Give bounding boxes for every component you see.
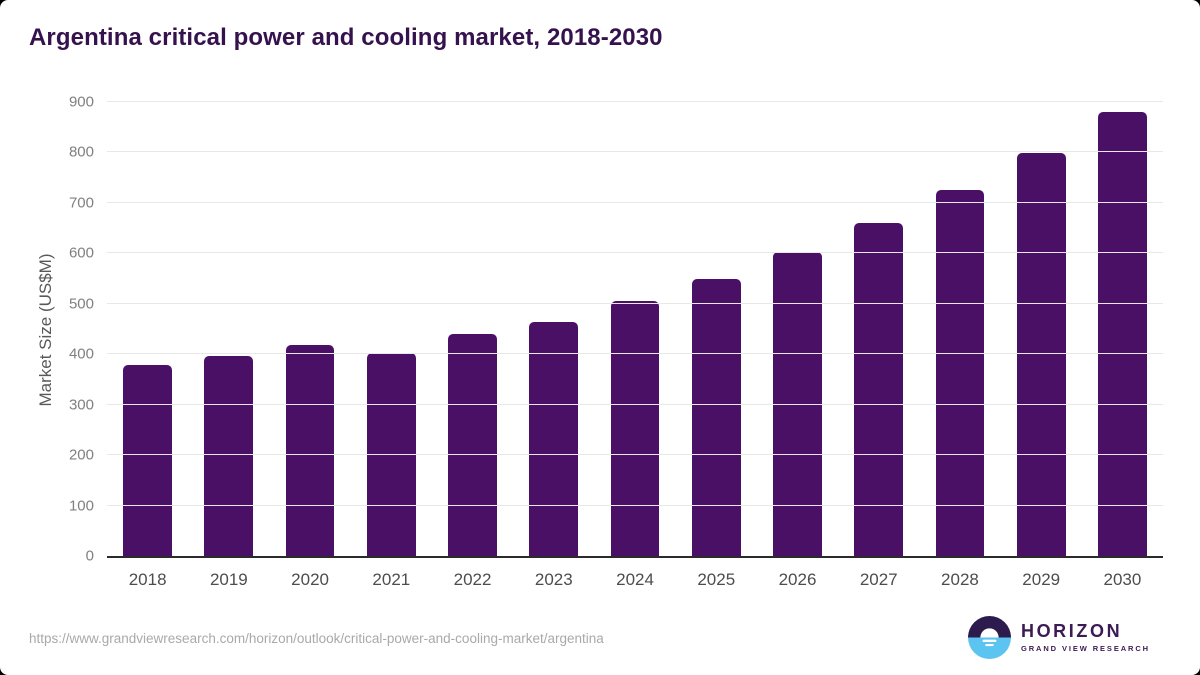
horizon-logo-icon <box>967 616 1011 659</box>
bar-slot-2025 <box>676 102 757 556</box>
source-url: https://www.grandviewresearch.com/horizo… <box>29 631 604 646</box>
bar-slot-2027 <box>838 102 919 556</box>
chart-area: 0 100 200 300 400 500 600 700 800 900 <box>69 95 1163 564</box>
x-tick-2028: 2028 <box>941 570 979 589</box>
y-tick-600: 600 <box>68 244 94 262</box>
x-tick-2021: 2021 <box>372 570 411 589</box>
x-tick-2018: 2018 <box>128 570 167 589</box>
bar-2028 <box>935 189 985 556</box>
y-tick-100: 100 <box>68 497 94 515</box>
chart-title: Argentina critical power and cooling mar… <box>29 24 663 51</box>
bar-slot-2022 <box>432 102 513 556</box>
x-tick-2024: 2024 <box>616 570 654 589</box>
x-tick-2019: 2019 <box>209 570 248 589</box>
gridline-100 <box>107 504 1163 506</box>
horizon-logo-text: HORIZON GRAND VIEW RESEARCH <box>1020 621 1150 653</box>
bar-2019 <box>204 356 254 556</box>
horizon-logo: HORIZON GRAND VIEW RESEARCH <box>967 616 1150 659</box>
bar-2020 <box>285 345 335 556</box>
bar-slot-2029 <box>1001 102 1082 556</box>
bar-slot-2020 <box>269 102 350 556</box>
gridline-600 <box>107 252 1163 254</box>
gridline-200 <box>107 454 1163 456</box>
bar-2024 <box>610 301 660 556</box>
bar-slot-2030 <box>1082 102 1163 556</box>
bar-2029 <box>1016 153 1066 556</box>
gridline-700 <box>107 201 1163 203</box>
x-axis-labels: 2018 2019 2020 2021 2022 2023 2024 2025 2026 2027… <box>107 560 1163 590</box>
y-tick-200: 200 <box>68 446 94 464</box>
gridline-300 <box>107 403 1163 405</box>
y-tick-900: 900 <box>68 93 94 111</box>
gridline-900 <box>107 101 1163 102</box>
bar-slot-2023 <box>513 102 594 556</box>
bar-2018 <box>123 365 172 556</box>
y-axis-title: Market Size (US$M) <box>36 253 55 407</box>
bar-2030 <box>1098 111 1147 556</box>
y-tick-800: 800 <box>68 143 94 161</box>
gridline-500 <box>107 302 1163 304</box>
plot-area: 0 100 200 300 400 500 600 700 800 900 <box>69 95 1163 564</box>
y-tick-300: 300 <box>68 396 94 414</box>
x-tick-2020: 2020 <box>291 570 329 589</box>
y-tick-0: 0 <box>85 547 94 565</box>
gridline-800 <box>107 151 1163 153</box>
bar-slot-2026 <box>757 102 838 556</box>
y-tick-700: 700 <box>68 194 94 212</box>
x-tick-2023: 2023 <box>534 570 573 589</box>
horizon-logo-name: HORIZON <box>1020 621 1123 642</box>
bar-slot-2019 <box>188 102 269 556</box>
x-tick-2022: 2022 <box>453 570 492 589</box>
bar-slot-2021 <box>351 102 432 556</box>
y-tick-500: 500 <box>68 295 94 313</box>
bar-slot-2028 <box>919 102 1000 556</box>
x-tick-2025: 2025 <box>697 570 736 589</box>
bar-slot-2024 <box>594 102 675 556</box>
bars-row <box>107 102 1163 556</box>
gridline-400 <box>107 353 1163 355</box>
x-tick-2026: 2026 <box>778 570 817 589</box>
x-tick-2027: 2027 <box>859 570 898 589</box>
bar-2022 <box>448 333 497 556</box>
x-tick-2029: 2029 <box>1022 570 1061 589</box>
bar-2023 <box>529 322 579 556</box>
x-tick-2030: 2030 <box>1103 570 1142 589</box>
horizon-logo-subtitle: GRAND VIEW RESEARCH <box>1020 643 1150 653</box>
bar-2025 <box>691 278 741 556</box>
y-tick-400: 400 <box>68 345 94 363</box>
bar-slot-2018 <box>107 102 188 556</box>
bar-2027 <box>854 223 904 556</box>
